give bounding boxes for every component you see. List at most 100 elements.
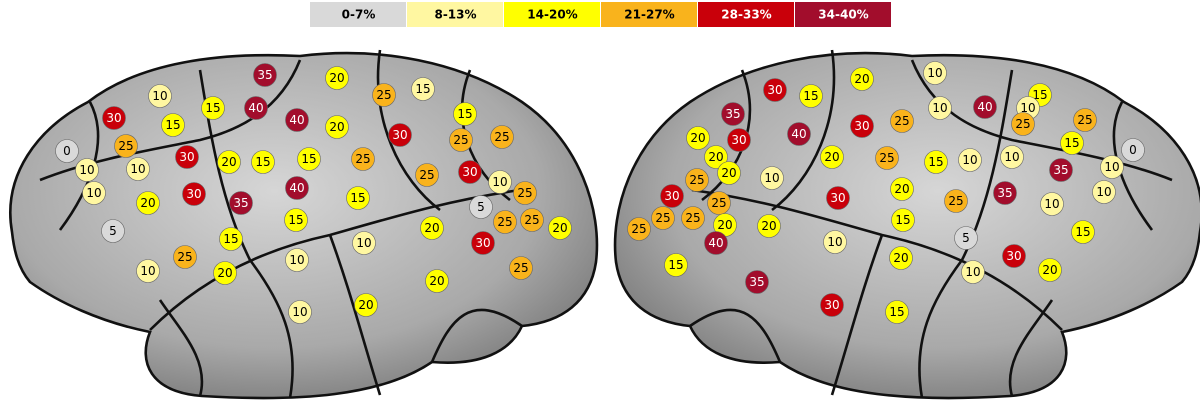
region-value: 25 [177, 250, 192, 264]
region-value: 20 [854, 72, 869, 86]
region-value: 15 [288, 213, 303, 227]
region-value: 30 [179, 150, 194, 164]
region-value: 30 [1006, 249, 1021, 263]
region-value: 40 [708, 236, 723, 250]
region-marker [760, 166, 784, 190]
region-marker [686, 126, 710, 150]
region-marker [727, 128, 751, 152]
region-value: 35 [749, 275, 764, 289]
region-value: 15 [223, 232, 238, 246]
region-marker [890, 177, 914, 201]
region-marker [493, 210, 517, 234]
region-value: 20 [429, 274, 444, 288]
region-marker [660, 184, 684, 208]
region-value: 20 [761, 219, 776, 233]
region-marker [823, 230, 847, 254]
region-value: 15 [350, 191, 365, 205]
region-value: 30 [731, 133, 746, 147]
region-value: 25 [894, 114, 909, 128]
region-marker [136, 259, 160, 283]
region-value: 10 [962, 153, 977, 167]
region-value: 10 [965, 265, 980, 279]
region-value: 20 [358, 298, 373, 312]
legend-label: 14-20% [527, 8, 577, 22]
region-marker [1000, 145, 1024, 169]
region-value: 30 [106, 111, 121, 125]
region-value: 25 [517, 186, 532, 200]
region-marker [285, 248, 309, 272]
region-marker [787, 122, 811, 146]
region-value: 20 [721, 166, 736, 180]
region-value: 0 [63, 144, 71, 158]
region-marker [284, 208, 308, 232]
legend-label: 28-33% [721, 8, 771, 22]
region-value: 15 [1064, 136, 1079, 150]
region-marker [1038, 258, 1062, 282]
region-value: 25 [1077, 113, 1092, 127]
region-marker [1092, 180, 1116, 204]
region-marker [548, 216, 572, 240]
region-marker [707, 191, 731, 215]
region-marker [471, 231, 495, 255]
legend-swatch [601, 2, 697, 27]
region-value: 30 [824, 298, 839, 312]
region-marker [1100, 155, 1124, 179]
region-value: 20 [893, 251, 908, 265]
legend-label: 8-13% [434, 8, 476, 22]
region-marker [928, 96, 952, 120]
region-value: 30 [475, 236, 490, 250]
region-value: 20 [217, 266, 232, 280]
region-marker [850, 67, 874, 91]
region-value: 15 [889, 305, 904, 319]
region-value: 25 [513, 261, 528, 275]
region-marker [757, 214, 781, 238]
region-value: 20 [717, 218, 732, 232]
region-marker [148, 84, 172, 108]
region-marker [889, 246, 913, 270]
region-marker [826, 186, 850, 210]
region-value: 10 [932, 101, 947, 115]
region-value: 20 [824, 150, 839, 164]
region-marker [213, 261, 237, 285]
region-value: 25 [1015, 117, 1030, 131]
region-value: 20 [329, 71, 344, 85]
region-value: 10 [292, 305, 307, 319]
legend-swatch [310, 2, 406, 27]
region-value: 0 [1129, 143, 1137, 157]
region-value: 30 [767, 83, 782, 97]
region-marker [458, 160, 482, 184]
region-value: 25 [497, 215, 512, 229]
region-value: 10 [764, 171, 779, 185]
region-marker [488, 170, 512, 194]
region-marker [721, 102, 745, 126]
region-marker [627, 217, 651, 241]
region-marker [469, 195, 493, 219]
region-value: 20 [708, 150, 723, 164]
region-marker [717, 161, 741, 185]
region-marker [325, 66, 349, 90]
region-value: 35 [257, 68, 272, 82]
region-marker [75, 158, 99, 182]
region-value: 20 [424, 221, 439, 235]
region-marker [346, 186, 370, 210]
region-value: 35 [725, 107, 740, 121]
region-marker [958, 148, 982, 172]
region-marker [704, 231, 728, 255]
region-marker [173, 245, 197, 269]
legend-label: 34-40% [818, 8, 868, 22]
region-value: 10 [1020, 101, 1035, 115]
region-value: 15 [895, 213, 910, 227]
region-value: 10 [79, 163, 94, 177]
region-value: 10 [140, 264, 155, 278]
region-marker [82, 181, 106, 205]
region-marker [993, 181, 1017, 205]
region-marker [513, 181, 537, 205]
region-marker [229, 191, 253, 215]
region-marker [288, 300, 312, 324]
region-value: 15 [415, 82, 430, 96]
region-marker [944, 189, 968, 213]
region-marker [973, 95, 997, 119]
region-value: 30 [830, 191, 845, 205]
region-marker [285, 176, 309, 200]
region-marker [251, 150, 275, 174]
